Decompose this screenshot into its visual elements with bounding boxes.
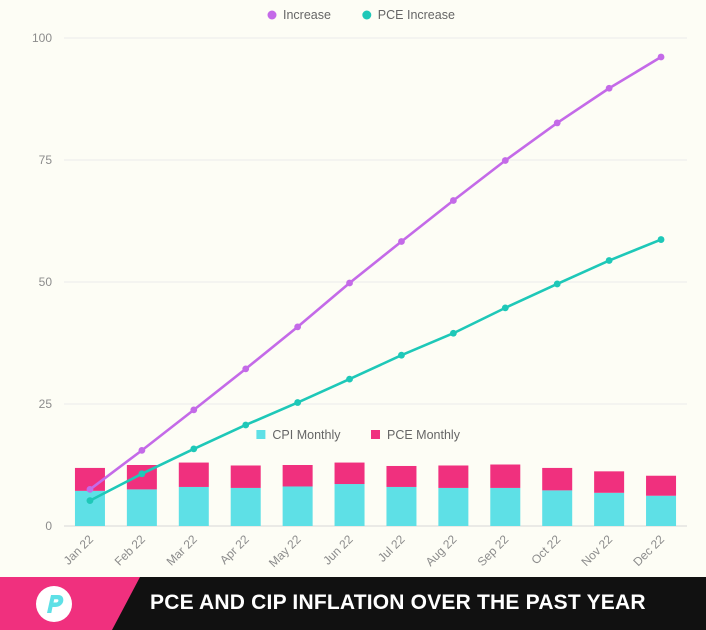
x-tick-label: May 22	[266, 532, 304, 570]
bar-pce-monthly	[334, 462, 365, 485]
legend-label-pce-monthly: PCE Monthly	[387, 428, 461, 442]
grid-lines	[64, 37, 687, 527]
point-increase	[398, 238, 405, 245]
point-pce-increase	[605, 257, 613, 264]
point-increase	[346, 279, 353, 287]
line-series	[86, 53, 665, 505]
x-axis-ticks: Jan 22 Feb 22 Mar 22 Apr 22 May 22 Jun 22 Jul …	[61, 532, 668, 570]
legend-label-pce-increase: PCE Increase	[378, 8, 455, 22]
x-tick-label: Oct 22	[528, 532, 563, 567]
point-increase	[501, 157, 509, 164]
bar-cpi-monthly	[334, 484, 365, 526]
bar-cpi-monthly	[178, 486, 209, 526]
legend-bars: CPI Monthly PCE Monthly	[256, 428, 461, 442]
point-increase	[449, 197, 457, 204]
legend-swatch-pce-increase	[362, 10, 372, 20]
bar-pce-monthly	[594, 471, 625, 493]
x-tick-label: Aug 22	[423, 532, 460, 569]
x-tick-label: Dec 22	[630, 532, 667, 569]
y-tick-label: 75	[39, 153, 53, 167]
point-pce-increase	[501, 304, 509, 312]
x-tick-label: Nov 22	[578, 532, 615, 569]
x-tick-label: Jul 22	[375, 532, 408, 565]
bar-cpi-monthly	[282, 486, 313, 526]
p-logo-icon	[36, 586, 72, 622]
bar-cpi-monthly	[594, 492, 625, 526]
point-increase	[657, 53, 665, 61]
bar-cpi-monthly	[126, 489, 157, 526]
point-increase	[294, 323, 302, 331]
line-pce-increase	[89, 238, 662, 502]
point-increase	[190, 406, 198, 414]
bar-cpi-monthly	[646, 495, 677, 526]
point-pce-increase	[86, 497, 94, 505]
y-tick-label: 25	[39, 397, 53, 411]
y-axis-ticks: 0 25 50 75 100	[32, 31, 52, 533]
point-increase	[553, 119, 561, 127]
x-tick-label: Mar 22	[164, 532, 201, 569]
x-tick-label: Apr 22	[217, 532, 252, 567]
point-pce-increase	[449, 329, 457, 337]
footer-title: PCE AND CIP INFLATION OVER THE PAST YEAR	[150, 591, 646, 614]
point-pce-increase	[138, 470, 146, 478]
bar-cpi-monthly	[230, 487, 261, 526]
legend-swatch-pce-monthly	[371, 430, 380, 439]
point-pce-increase	[553, 280, 561, 288]
y-tick-label: 0	[45, 519, 52, 533]
bar-pce-monthly	[490, 464, 521, 488]
x-tick-label: Jan 22	[61, 532, 97, 568]
point-pce-increase	[657, 236, 665, 243]
legend-top: Increase PCE Increase	[267, 8, 455, 22]
x-tick-label: Jun 22	[320, 532, 356, 568]
bar-pce-monthly	[646, 475, 677, 496]
point-increase	[605, 84, 613, 92]
point-increase	[138, 446, 146, 454]
bar-cpi-monthly	[438, 487, 469, 526]
legend-swatch-increase	[267, 10, 277, 20]
bar-pce-monthly	[178, 462, 209, 487]
bar-pce-monthly	[230, 465, 261, 488]
y-tick-label: 50	[39, 275, 53, 289]
bar-pce-monthly	[438, 465, 469, 488]
footer-banner: PCE AND CIP INFLATION OVER THE PAST YEAR	[0, 577, 706, 630]
bar-cpi-monthly	[386, 486, 417, 526]
point-pce-increase	[398, 351, 405, 359]
bar-pce-monthly	[282, 465, 313, 487]
point-pce-increase	[190, 445, 198, 453]
legend-label-increase: Increase	[283, 8, 331, 22]
bar-cpi-monthly	[490, 487, 521, 526]
chart: 0 25 50 75 100 Jan 22 Feb 22 Mar 22 Apr 22 May 2…	[32, 8, 687, 570]
x-tick-label: Feb 22	[112, 532, 149, 569]
line-increase	[89, 55, 662, 491]
y-tick-label: 100	[32, 31, 52, 45]
legend-label-cpi-monthly: CPI Monthly	[272, 428, 341, 442]
point-pce-increase	[242, 421, 250, 429]
bar-pce-monthly	[386, 465, 417, 487]
point-pce-increase	[294, 399, 302, 406]
x-tick-label: Sep 22	[475, 532, 512, 569]
bar-pce-monthly	[542, 467, 573, 491]
legend-swatch-cpi-monthly	[256, 430, 266, 439]
point-increase	[242, 365, 250, 373]
point-increase	[86, 486, 94, 493]
point-pce-increase	[346, 375, 353, 383]
bar-cpi-monthly	[542, 490, 573, 526]
bar-series	[74, 462, 677, 526]
